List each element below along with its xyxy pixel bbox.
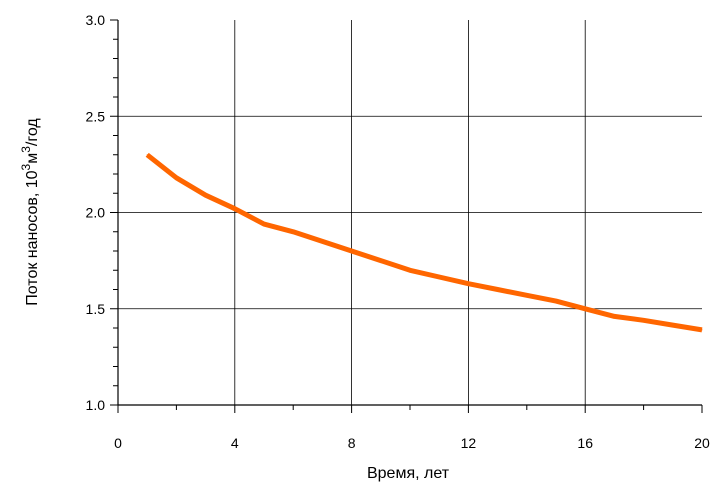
- y-axis-title: Поток наносов, 103м3/год: [19, 118, 41, 306]
- data-point: [438, 276, 440, 278]
- data-point: [467, 283, 469, 285]
- data-point: [234, 208, 236, 210]
- data-point: [351, 250, 353, 252]
- y-tick-label: 2.5: [86, 108, 106, 124]
- data-point: [701, 329, 703, 331]
- data-point: [380, 260, 382, 262]
- y-tick-label: 3.0: [86, 12, 106, 28]
- x-tick-label: 0: [114, 435, 122, 451]
- data-point: [292, 231, 294, 233]
- x-axis-title: Время, лет: [367, 465, 450, 482]
- data-point: [555, 300, 557, 302]
- y-tick-label: 1.0: [86, 397, 106, 413]
- y-axis-title-part: Поток наносов, 10: [24, 170, 41, 305]
- y-axis-title-part: /год: [24, 118, 41, 146]
- x-tick-label: 12: [461, 435, 477, 451]
- y-axis-title-part: м: [24, 153, 41, 164]
- data-point: [672, 324, 674, 326]
- grid-lines: [118, 20, 702, 405]
- data-point: [205, 194, 207, 196]
- x-tick-label: 16: [577, 435, 593, 451]
- data-point: [409, 269, 411, 271]
- y-axis-title-superscript: 3: [19, 146, 33, 153]
- y-tick-label: 1.5: [86, 301, 106, 317]
- y-tick-label: 2.0: [86, 205, 106, 221]
- axis-ticks: [110, 19, 703, 413]
- data-point: [613, 315, 615, 317]
- x-tick-label: 20: [694, 435, 710, 451]
- data-point: [263, 223, 265, 225]
- series-line: [145, 152, 703, 333]
- y-axis-title-superscript: 3: [19, 163, 33, 170]
- data-point: [321, 240, 323, 242]
- data-point: [146, 154, 148, 156]
- data-point: [584, 308, 586, 310]
- data-point: [497, 289, 499, 290]
- x-tick-label: 4: [231, 435, 239, 451]
- tick-labels: 0 4 8 12 16 20 1.0 1.5 2.0 2.5 3.0: [86, 12, 710, 451]
- data-series: [145, 152, 703, 333]
- data-point: [175, 177, 177, 179]
- data-point: [643, 319, 645, 321]
- x-tick-label: 8: [348, 435, 356, 451]
- data-point: [526, 294, 528, 296]
